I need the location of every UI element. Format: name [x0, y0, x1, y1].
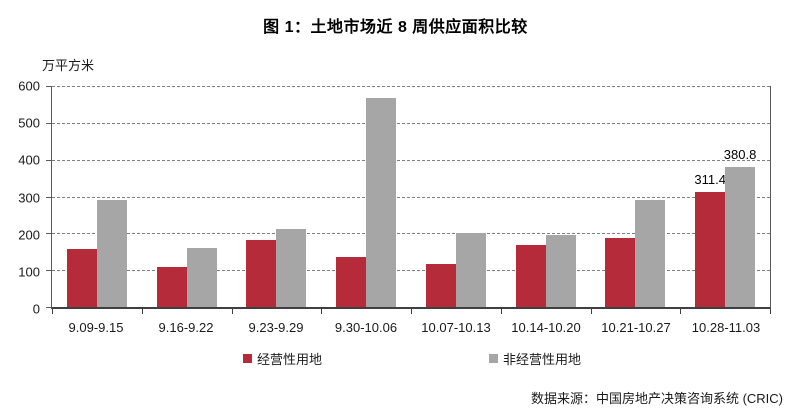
bar-operational: [425, 264, 456, 307]
x-axis-tick-mark: [500, 309, 502, 314]
y-axis-tick-mark: [46, 307, 51, 308]
x-axis-label: 9.30-10.06: [334, 320, 398, 335]
bar-operational: [515, 245, 546, 307]
x-axis-tick-mark: [590, 309, 592, 314]
bar-value-label: 311.4: [694, 172, 726, 188]
gridline: [52, 159, 770, 161]
y-axis-tick-label: 500: [18, 115, 40, 131]
x-axis-tick-mark: [680, 309, 682, 314]
y-axis-unit-label: 万平方米: [42, 58, 95, 73]
gridline: [52, 122, 770, 124]
x-axis-tick-mark: [411, 309, 412, 314]
bar-operational: [695, 192, 726, 307]
plot-area: 311.4 380.8: [46, 86, 771, 314]
legend-item-operational: 经营性用地: [243, 351, 323, 367]
bar-non-operational: [186, 248, 217, 307]
legend-item-non-operational: 非经营性用地: [489, 351, 582, 367]
bar-group: 311.4 380.8: [680, 86, 770, 307]
x-axis-label: 10.28-11.03: [691, 320, 761, 335]
y-axis-tick-label: 200: [18, 227, 40, 243]
x-axis-tick-mark: [770, 309, 771, 314]
x-axis-label: 9.23-9.29: [248, 320, 304, 335]
x-axis-label: 9.16-9.22: [158, 320, 214, 335]
bar-operational: [246, 239, 277, 307]
bar-group: [321, 86, 411, 307]
gridline: [52, 233, 770, 235]
gridline: [52, 196, 770, 198]
bar-group: [411, 86, 501, 307]
y-axis-tick-label: 300: [18, 190, 40, 205]
x-axis-label: 10.21-10.27: [601, 320, 671, 335]
bar-operational: [605, 238, 636, 307]
x-axis-tick-mark: [141, 309, 143, 314]
x-axis-tick-mark: [321, 309, 323, 314]
y-axis-tick-label: 0: [32, 301, 40, 317]
gridline: [52, 86, 770, 87]
bar-group: [232, 86, 322, 307]
bar-non-operational: [455, 233, 486, 307]
bar-non-operational: [635, 200, 666, 307]
y-axis-tick-mark: [46, 233, 51, 235]
bar-operational: [66, 249, 97, 307]
x-axis-labels: 9.09-9.15 9.16-9.22 9.23-9.29 9.30-10.06 10.…: [51, 320, 771, 335]
bar-non-operational: [276, 229, 307, 307]
y-axis-tick-label: 100: [18, 264, 40, 280]
legend-swatch-operational: [243, 354, 252, 363]
y-axis-tick-label: 600: [18, 78, 40, 94]
bar-group: [501, 86, 591, 307]
bar-value-label: 380.8: [723, 146, 757, 162]
y-axis-tick-mark: [46, 196, 51, 198]
x-axis-tick-mark: [231, 309, 233, 314]
bar-group: [52, 86, 142, 307]
x-axis-label: 10.07-10.13: [421, 320, 491, 335]
y-axis-tick-label: 400: [18, 152, 40, 168]
source-note: 数据来源：中国房地产决策咨询系统 (CRIC): [530, 391, 783, 406]
y-axis-tick-mark: [46, 122, 51, 124]
chart-title: 图 1：土地市场近 8 周供应面积比较: [263, 19, 528, 36]
legend-swatch-non-operational: [489, 354, 498, 363]
x-axis-tick-mark: [52, 309, 53, 314]
bar-non-operational: [725, 166, 756, 307]
y-axis-tick-labels: 0 100 200 300 400 500 600: [0, 79, 40, 317]
gridline: [52, 270, 770, 272]
y-axis-tick-mark: [46, 270, 51, 272]
bar-non-operational: [366, 97, 397, 307]
y-axis-tick-mark: [46, 159, 51, 161]
bar-group: [591, 86, 681, 307]
bar-non-operational: [545, 235, 576, 307]
x-axis-label: 10.14-10.20: [511, 320, 581, 335]
bar-group: [142, 86, 232, 307]
bar-operational: [336, 257, 367, 307]
bar-non-operational: [96, 200, 127, 307]
legend-label-operational: 经营性用地: [257, 352, 323, 367]
bar-operational: [156, 267, 187, 307]
y-axis-tick-mark: [46, 86, 51, 87]
legend-label-non-operational: 非经营性用地: [503, 352, 582, 367]
x-axis-label: 9.09-9.15: [68, 320, 124, 335]
